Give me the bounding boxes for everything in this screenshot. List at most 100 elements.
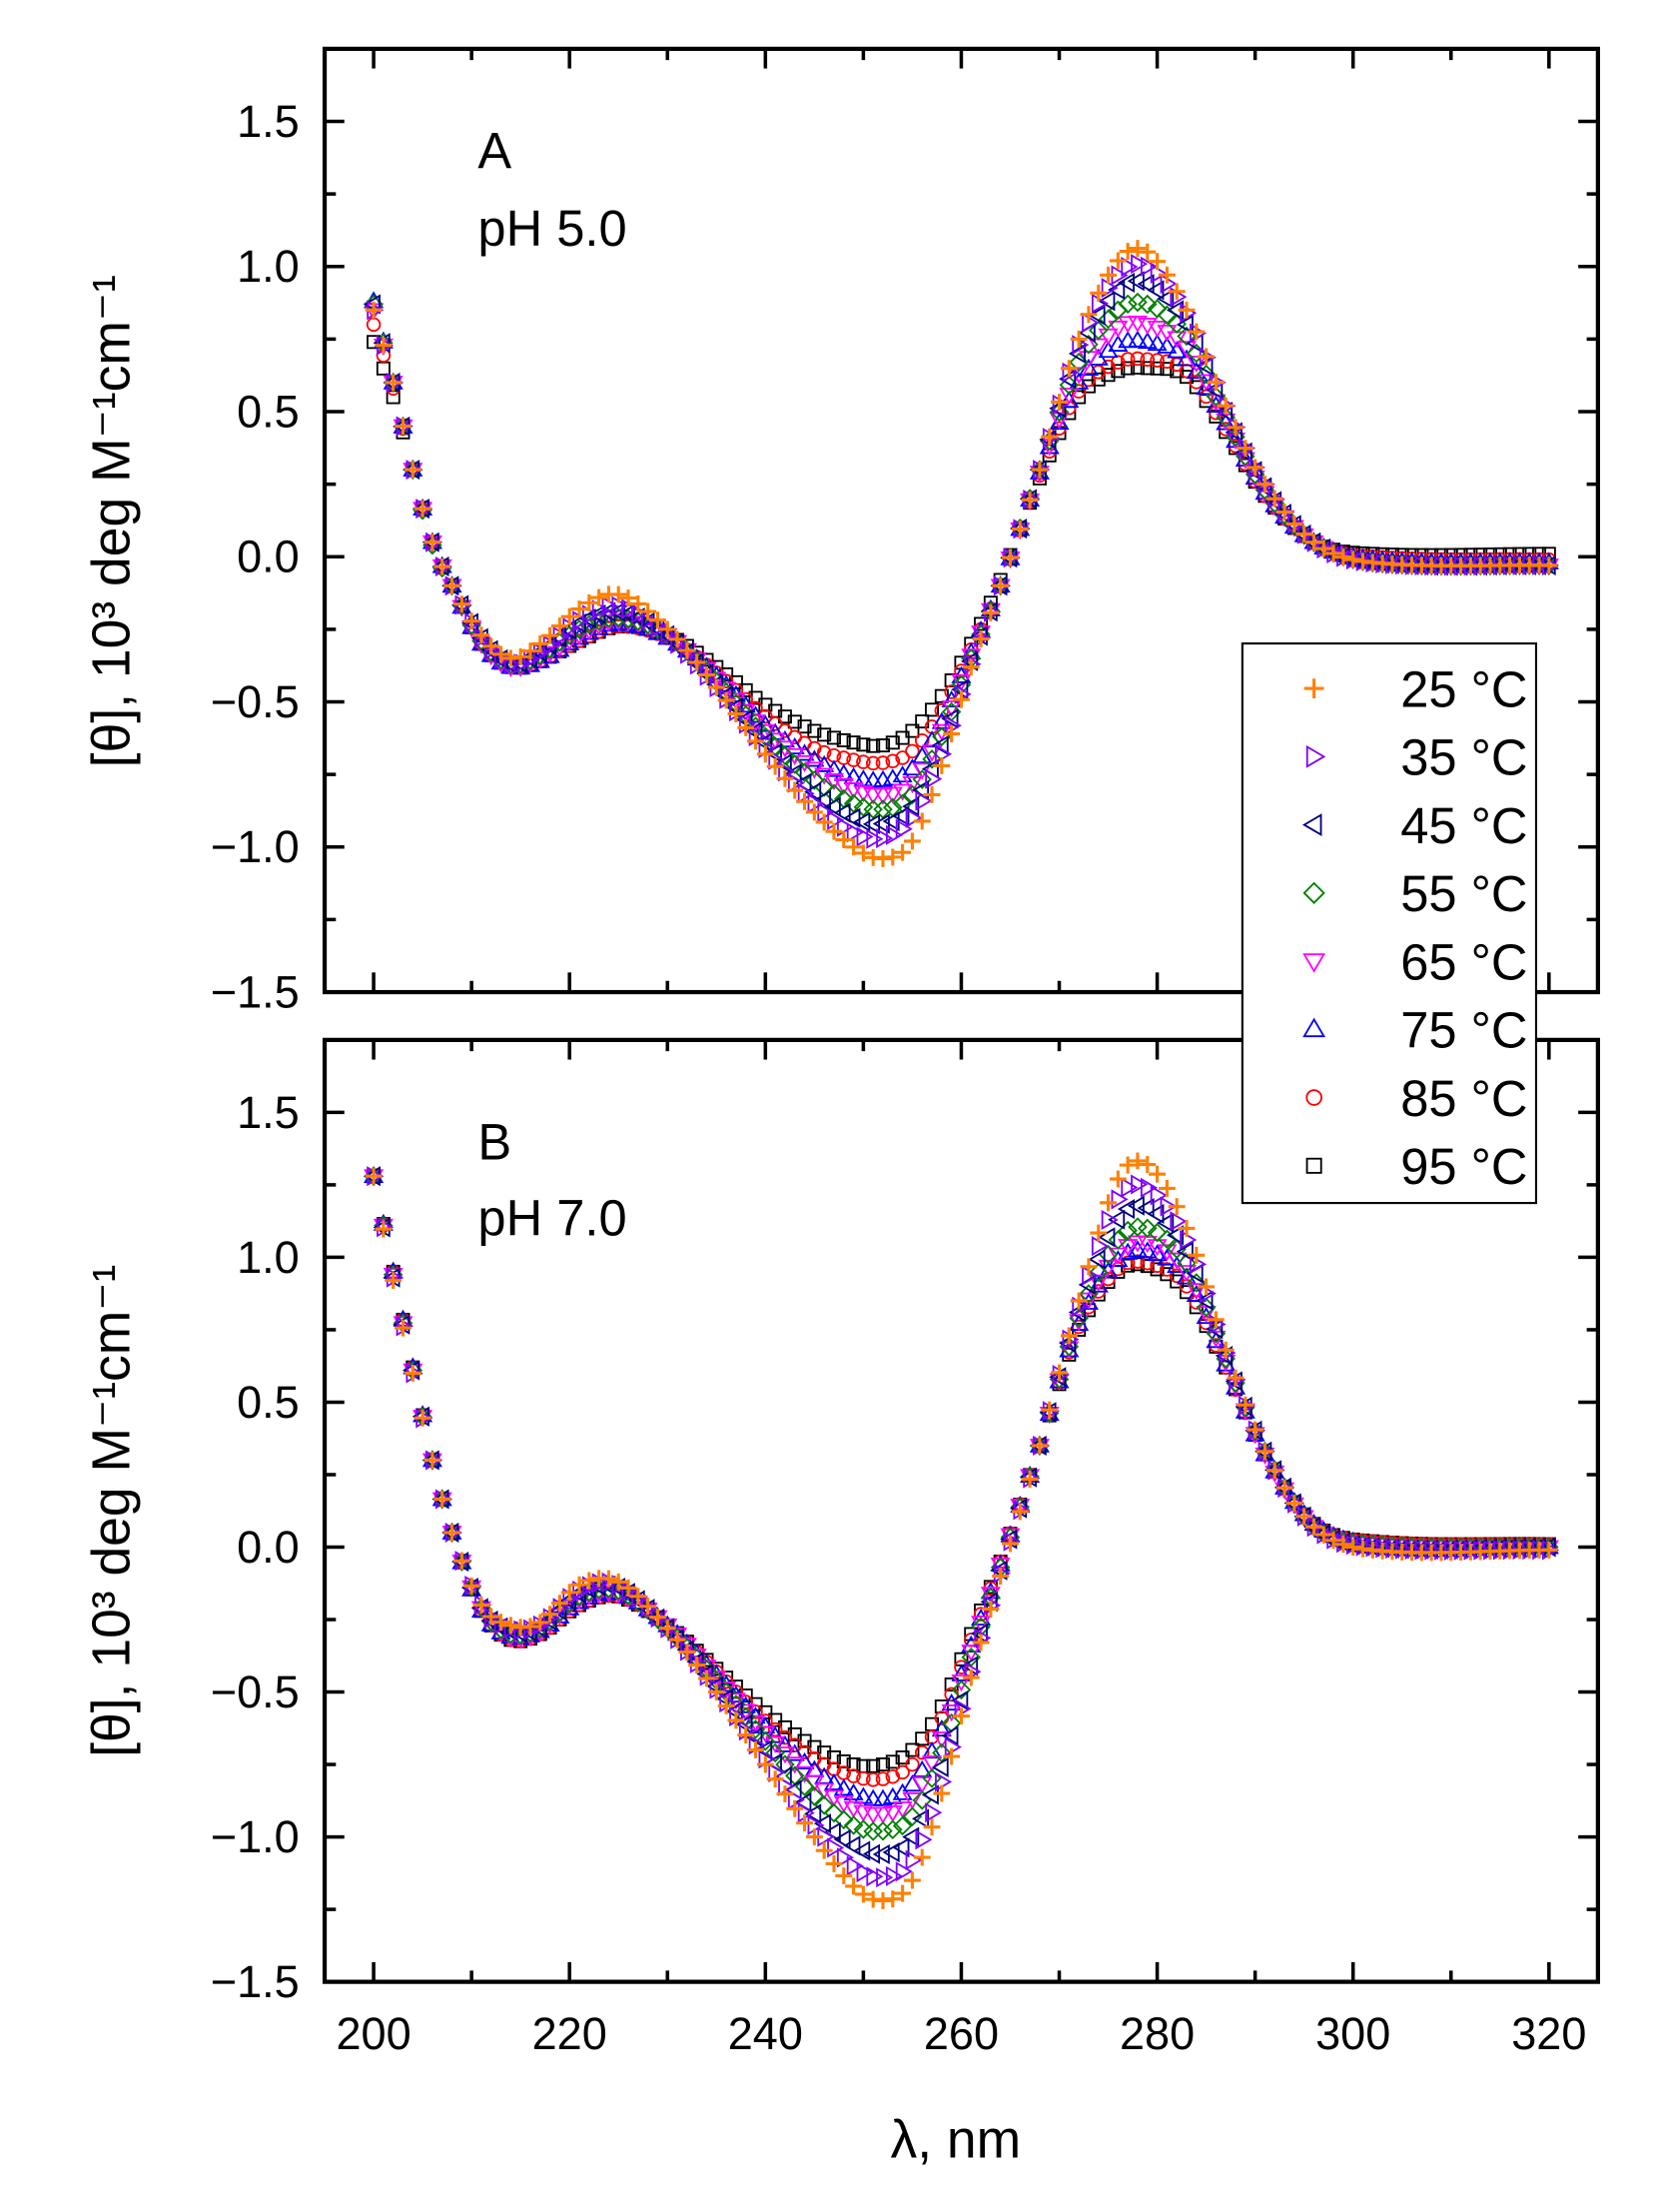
data-point	[1118, 294, 1138, 315]
legend-box	[1241, 642, 1538, 1205]
data-point	[863, 1806, 884, 1824]
legend: 25 °C 35 °C 45 °C 55 °C 65 °C 75 °C 85 °C 95 °C	[1241, 642, 1538, 1205]
data-point	[1127, 330, 1149, 348]
data-point	[925, 702, 940, 717]
data-point	[866, 1866, 884, 1887]
data-point	[951, 1679, 972, 1700]
y-tick-label: −0.5	[211, 676, 300, 727]
data-point	[884, 848, 902, 866]
data-point	[980, 1582, 1001, 1600]
data-point	[941, 1725, 959, 1746]
panel-b: 1.5 1.0 0.5 0.0 −0.5 −1.0 −1.5 B pH 7.0 [θ], 1…	[82, 1037, 1600, 2007]
data-point	[794, 762, 815, 782]
data-point	[912, 1759, 933, 1777]
data-point	[905, 1756, 920, 1772]
data-point	[765, 1725, 786, 1743]
data-point	[1088, 305, 1106, 326]
data-point	[1247, 1421, 1264, 1439]
data-point	[619, 1580, 637, 1597]
data-point	[902, 1826, 920, 1847]
data-point	[1070, 1292, 1088, 1310]
y-tick-label: 0.5	[237, 386, 300, 437]
data-point	[375, 337, 393, 355]
data-point	[835, 831, 853, 848]
data-point	[1101, 368, 1116, 383]
data-point	[658, 620, 676, 638]
data-point	[914, 1744, 930, 1760]
data-point	[961, 1647, 981, 1667]
legend-label: 25 °C	[1400, 660, 1527, 717]
data-point	[1130, 1254, 1146, 1269]
data-point	[863, 1821, 883, 1841]
data-point	[1041, 428, 1059, 446]
data-point	[1176, 1241, 1194, 1262]
data-point	[1130, 360, 1145, 375]
data-point	[727, 1711, 745, 1729]
data-point	[882, 786, 903, 804]
data-point	[836, 816, 855, 837]
data-point	[1285, 515, 1303, 533]
data-point	[755, 1731, 776, 1751]
data-point	[1305, 1518, 1322, 1536]
data-point	[1111, 1189, 1129, 1210]
data-point	[873, 799, 893, 819]
data-point	[365, 301, 383, 319]
data-point	[1137, 1198, 1155, 1219]
data-point	[833, 1795, 854, 1813]
data-point	[1176, 349, 1198, 367]
y-tick-label: −1.5	[211, 967, 300, 1018]
data-point	[1111, 355, 1126, 370]
data-point	[915, 1829, 933, 1850]
data-point	[925, 768, 943, 789]
data-point	[804, 781, 822, 802]
data-point	[1080, 1258, 1098, 1276]
data-point	[1031, 461, 1049, 479]
data-point	[856, 737, 871, 752]
data-point	[895, 1861, 913, 1882]
data-point	[1275, 1479, 1293, 1497]
data-point	[894, 843, 912, 861]
data-point	[1140, 1177, 1159, 1198]
data-point	[866, 1758, 881, 1773]
data-point	[462, 612, 480, 630]
y-tick-label: −1.0	[211, 821, 300, 872]
data-point	[1140, 352, 1156, 367]
data-point	[826, 730, 841, 745]
data-point	[1158, 266, 1176, 284]
data-point	[862, 1843, 881, 1864]
data-point	[599, 1570, 617, 1588]
data-point	[578, 608, 596, 629]
data-point	[1256, 476, 1273, 494]
data-point	[1139, 1156, 1157, 1174]
data-point	[433, 557, 451, 575]
data-point	[1160, 1267, 1175, 1282]
data-point	[1118, 316, 1139, 334]
data-point	[1285, 1495, 1303, 1513]
data-point	[1059, 388, 1080, 406]
data-point	[873, 1821, 893, 1841]
data-point	[902, 776, 923, 794]
data-point	[876, 1867, 894, 1888]
data-point	[501, 1617, 519, 1635]
data-point	[807, 723, 822, 738]
data-point	[905, 1742, 920, 1757]
data-point	[1157, 288, 1175, 310]
data-point	[629, 595, 647, 612]
data-point	[912, 769, 932, 789]
data-point	[805, 803, 823, 821]
data-point	[1295, 1508, 1313, 1526]
data-point	[885, 753, 901, 769]
y-tick-label: 1.5	[237, 96, 300, 147]
data-point	[876, 828, 894, 849]
data-point	[1168, 1198, 1186, 1216]
panel-a-y-axis-label: [θ], 10³ deg M⁻¹cm⁻¹	[82, 275, 141, 767]
data-point	[814, 754, 835, 772]
data-point	[385, 1272, 403, 1290]
data-point	[1149, 253, 1167, 271]
data-point	[943, 1747, 961, 1765]
data-point	[865, 755, 881, 771]
data-point	[915, 790, 933, 811]
data-point	[1265, 1462, 1283, 1480]
data-point	[1100, 266, 1117, 284]
data-point	[1060, 1327, 1078, 1345]
